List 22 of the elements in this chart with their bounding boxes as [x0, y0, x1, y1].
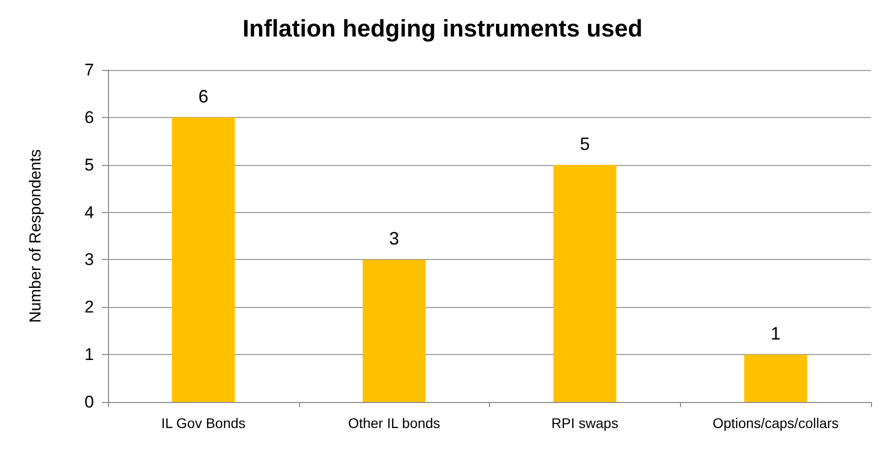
x-tick-label: Options/caps/collars: [712, 415, 839, 431]
x-tick-label: RPI swaps: [551, 415, 618, 431]
data-label: 1: [770, 324, 781, 344]
chart-title: Inflation hedging instruments used: [242, 16, 643, 42]
y-tick-label: 7: [84, 60, 94, 80]
data-label: 5: [580, 134, 590, 154]
bar: [362, 260, 426, 402]
y-axis-title: Number of Respondents: [28, 149, 44, 323]
y-tick-label: 2: [84, 298, 94, 317]
bar: [553, 164, 616, 402]
x-tick-label: IL Gov Bonds: [161, 415, 246, 431]
bar: [172, 117, 235, 402]
y-tick-label: 5: [84, 155, 94, 174]
y-tick-label: 6: [84, 108, 94, 127]
x-tick-label: Other IL bonds: [348, 415, 440, 431]
y-tick-label: 4: [84, 202, 94, 222]
y-tick-label: 3: [84, 250, 94, 270]
y-tick-label: 1: [84, 345, 94, 364]
data-label: 3: [389, 228, 400, 249]
y-tick-label: 0: [84, 392, 94, 412]
bar: [744, 354, 808, 402]
data-label: 6: [198, 86, 208, 106]
